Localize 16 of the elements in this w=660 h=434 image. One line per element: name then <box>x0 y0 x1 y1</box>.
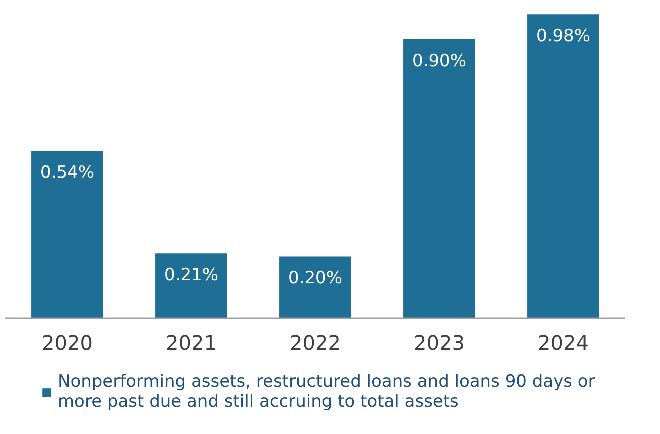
x-tick-label: 2021 <box>166 330 217 355</box>
data-label: 0.90% <box>412 51 467 72</box>
data-label: 0.98% <box>536 26 591 47</box>
x-tick-label: 2024 <box>538 330 589 355</box>
x-tick-label: 2022 <box>290 330 341 355</box>
data-label: 0.21% <box>164 266 219 286</box>
x-tick-label: 2020 <box>42 330 93 355</box>
data-label: 0.20% <box>288 268 343 289</box>
bar <box>280 256 352 319</box>
bar <box>528 14 600 319</box>
legend-label: Nonperforming assets, restructured loans and loans 90 days or more past due and still accruing to total assets <box>58 372 596 412</box>
bar <box>404 39 476 319</box>
bar <box>156 254 228 319</box>
bar <box>32 151 104 319</box>
x-tick-label: 2023 <box>414 330 465 355</box>
data-label: 0.54% <box>40 163 95 184</box>
